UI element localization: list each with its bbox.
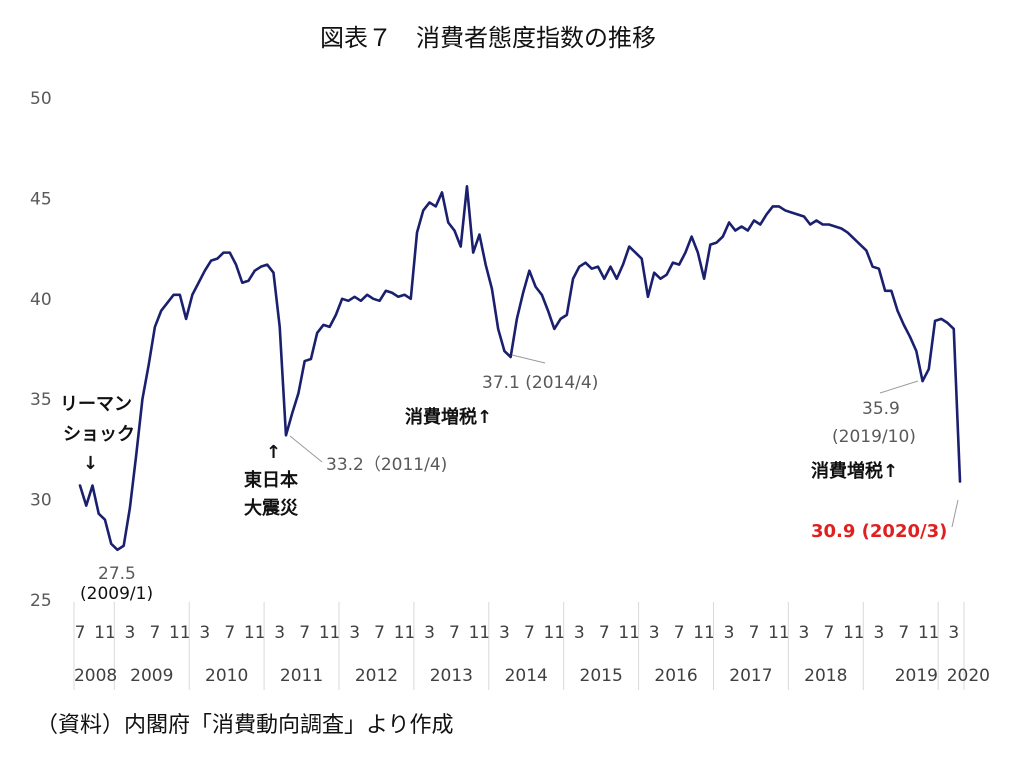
y-tick-label: 45 [30, 189, 52, 209]
x-tick-label: 11 [768, 623, 790, 643]
x-tick-label: 3 [724, 623, 735, 643]
x-tick-label: 3 [274, 623, 285, 643]
chart-title: 図表７ 消費者態度指数の推移 [320, 24, 656, 52]
x-year-label: 2017 [729, 666, 772, 686]
x-tick-label: 3 [873, 623, 884, 643]
x-tick-label: 3 [199, 623, 210, 643]
x-tick-label: 3 [574, 623, 585, 643]
x-year-label: 2015 [580, 666, 623, 686]
x-year-label: 2020 [947, 666, 990, 686]
x-tick-label: 11 [618, 623, 640, 643]
x-tick-label: 3 [799, 623, 810, 643]
x-axis: 7 11 3 7 11 3 7 11 3 7 11 3 7 11 3 7 11 3 7 11 3 7 11 3 7 11 3 7 11 3… [73, 602, 990, 690]
y-tick-label: 25 [30, 591, 52, 611]
x-year-label: 2009 [130, 666, 173, 686]
x-tick-label: 11 [918, 623, 940, 643]
x-tick-label: 11 [469, 623, 491, 643]
annotation-min-2011: 33.2（2011/4) [326, 455, 447, 475]
x-tick-label: 7 [299, 623, 310, 643]
x-year-label: 2013 [430, 666, 473, 686]
series-line [78, 185, 962, 552]
annotation-lehman-line-2: ショック [63, 424, 135, 445]
annotation-min-2009: 27.5 (2009/1) [80, 564, 153, 604]
leader-line-2019 [879, 380, 919, 394]
x-tick-label: 11 [693, 623, 715, 643]
annotations: リーマン ショック ↓ 27.5 (2009/1) ↑ 東日本 大震災 33.2… [60, 354, 959, 604]
x-year-label: 2012 [355, 666, 398, 686]
x-tick-label: 3 [125, 623, 136, 643]
x-tick-label: 3 [649, 623, 660, 643]
y-axis: 25 30 35 40 45 50 [30, 89, 52, 611]
x-tick-label: 3 [349, 623, 360, 643]
annotation-lehman-line-1: リーマン [60, 394, 132, 415]
y-tick-label: 40 [30, 290, 52, 310]
annotation-min-2019-value: 35.9 [862, 399, 900, 419]
x-tick-label: 7 [898, 623, 909, 643]
annotation-min-2009-date: (2009/1) [80, 584, 153, 604]
annotation-earthquake-line-1: ↑ [266, 442, 281, 463]
series-group [78, 185, 962, 552]
x-tick-label: 7 [674, 623, 685, 643]
x-tick-label: 3 [499, 623, 510, 643]
annotation-earthquake-line-2: 東日本 [244, 469, 298, 491]
annotation-min-2009-value: 27.5 [98, 564, 136, 584]
x-tick-label: 11 [244, 623, 266, 643]
x-year-label: 2010 [205, 666, 248, 686]
leader-line-2020 [951, 499, 959, 528]
annotation-min-2014: 37.1 (2014/4) [482, 373, 598, 393]
x-tick-label: 7 [599, 623, 610, 643]
x-tick-label: 11 [394, 623, 416, 643]
y-tick-label: 50 [30, 89, 52, 109]
x-tick-label: 11 [319, 623, 341, 643]
x-tick-label: 7 [224, 623, 235, 643]
annotation-lehman-line-3: ↓ [83, 453, 98, 474]
annotation-tax-2019: 消費増税↑ [811, 460, 898, 482]
annotation-min-2019-date: (2019/10) [832, 427, 916, 447]
leader-line-2014 [511, 354, 546, 364]
x-tick-label: 11 [843, 623, 865, 643]
x-tick-label: 7 [824, 623, 835, 643]
annotation-min-2019: 35.9 (2019/10) [832, 399, 916, 447]
x-tick-label: 7 [374, 623, 385, 643]
x-tick-label: 11 [544, 623, 566, 643]
annotation-latest-2020: 30.9 (2020/3) [811, 521, 947, 542]
x-tick-label: 11 [94, 623, 116, 643]
x-year-label: 2016 [654, 666, 697, 686]
annotation-earthquake: ↑ 東日本 大震災 [244, 442, 304, 519]
annotation-tax-2014: 消費増税↑ [405, 406, 492, 428]
annotation-lehman: リーマン ショック ↓ [60, 394, 141, 474]
x-tick-label: 7 [524, 623, 535, 643]
annotation-earthquake-line-3: 大震災 [244, 497, 299, 519]
x-tick-label: 11 [169, 623, 191, 643]
x-year-label: 2018 [804, 666, 847, 686]
x-tick-label: 7 [149, 623, 160, 643]
x-tick-label: 3 [424, 623, 435, 643]
x-year-label: 2008 [74, 666, 117, 686]
y-tick-label: 35 [30, 390, 52, 410]
x-year-label: 2011 [280, 666, 323, 686]
source-note: （資料）内閣府「消費動向調査」より作成 [36, 713, 454, 738]
x-tick-label: 7 [449, 623, 460, 643]
x-tick-label: 3 [948, 623, 959, 643]
y-tick-label: 30 [30, 491, 52, 511]
leader-line-2011 [289, 435, 323, 463]
x-tick-label: 7 [75, 623, 86, 643]
x-tick-label: 7 [749, 623, 760, 643]
x-year-label: 2014 [505, 666, 548, 686]
x-year-label: 2019 [895, 666, 938, 686]
